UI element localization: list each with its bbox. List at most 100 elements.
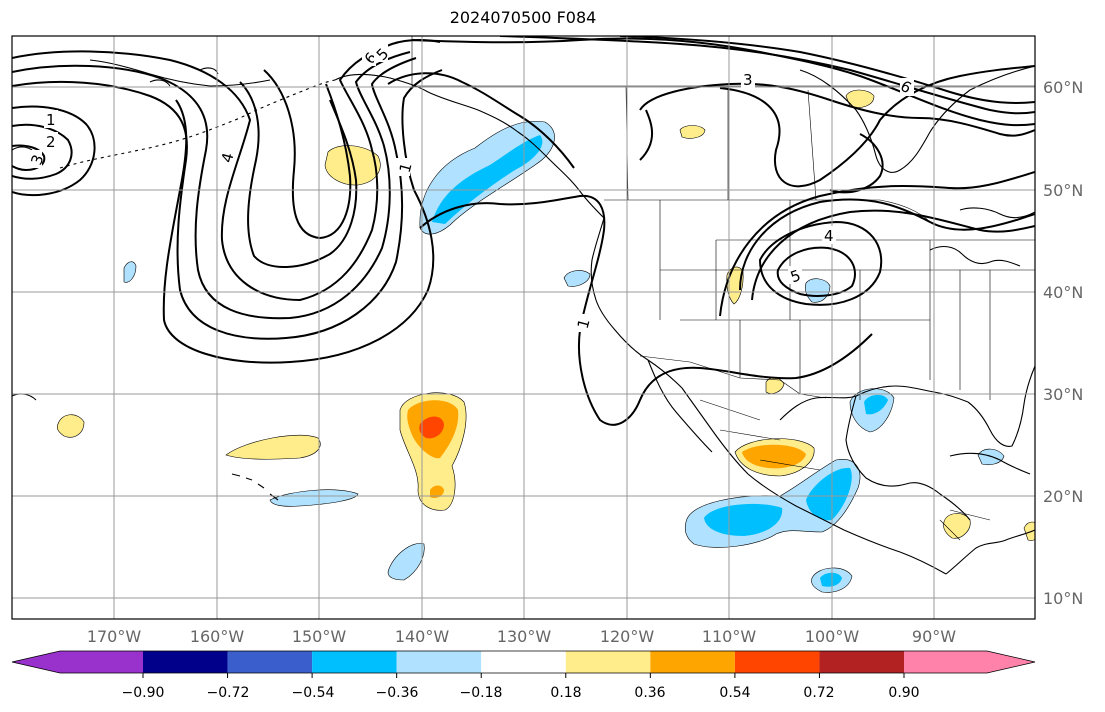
region-gulf-strong [864, 394, 888, 415]
border-alaska-canada [411, 36, 470, 87]
contour-trough-1 [12, 39, 441, 302]
colorbar-ticks [142, 673, 905, 678]
contour-trough-4 [162, 69, 443, 364]
colorbar-tick-label: −0.90 [122, 685, 165, 701]
lat-label: 20°N [1043, 487, 1083, 506]
map-frame [11, 35, 1036, 620]
coast-us-west [590, 217, 683, 389]
contour-trough-6 [263, 69, 352, 240]
lon-label: 110°W [702, 627, 757, 646]
region-small-pos-west [56, 414, 85, 438]
colorbar-outline [11, 650, 1036, 674]
border-us-canada [604, 199, 931, 223]
colorbar-tick-label: −0.36 [376, 685, 419, 701]
contour-label: 1 [396, 161, 416, 175]
region-subtropical-red [419, 416, 444, 439]
lon-label: 120°W [600, 627, 655, 646]
coast-aleutians [59, 79, 336, 169]
lon-label: 160°W [190, 627, 245, 646]
border-central-america [939, 509, 991, 541]
colorbar-segment [227, 651, 313, 673]
border-us-states [659, 200, 1035, 400]
colorbar-tick-label: −0.54 [292, 685, 335, 701]
lon-label: 100°W [805, 627, 860, 646]
colorbar-tick-label: −0.72 [207, 685, 250, 701]
colorbar-segment [396, 651, 482, 673]
contour-label: 2 [46, 133, 56, 151]
region-south-neg [387, 543, 425, 581]
coast-east-canada [959, 207, 1035, 219]
region-honduras-pos [943, 513, 971, 539]
region-subtropical-orange-2 [430, 485, 444, 499]
lat-label: 30°N [1043, 385, 1083, 404]
contour-ridge-1 [419, 194, 873, 426]
contour-label: 3 [743, 71, 753, 89]
contour-trough-5 [239, 81, 358, 268]
region-caribbean-neg [977, 448, 1005, 466]
region-south-mex-strong [820, 572, 842, 587]
colorbar-segments [11, 650, 1036, 674]
coast-baja [647, 359, 713, 453]
latitude-labels: 60°N 50°N 40°N 30°N 20°N 10°N [1043, 78, 1083, 608]
region-epac-strong-2 [806, 467, 852, 521]
contour-trough-3 [12, 57, 417, 340]
region-far-east-pos [1023, 521, 1035, 541]
contours [12, 36, 1035, 426]
lon-label: 130°W [497, 627, 552, 646]
coast-florida [967, 365, 1035, 447]
lat-label: 60°N [1043, 78, 1083, 97]
colorbar-segment [312, 651, 397, 673]
coast-mexico-west [681, 387, 947, 575]
coast-bering [89, 59, 271, 87]
colorbar-tick-label: −0.18 [460, 685, 503, 701]
contour-north-1 [639, 82, 1035, 137]
contour-north-6 [619, 36, 1035, 104]
lon-label: 150°W [292, 627, 347, 646]
lat-label: 40°N [1043, 283, 1083, 302]
contour-label: 4 [218, 151, 238, 165]
colorbar-segment [819, 651, 904, 673]
contour-label: 1 [574, 317, 594, 331]
coast-alaska [334, 73, 605, 219]
contour-north-5 [499, 36, 1035, 115]
longitude-labels: 170°W 160°W 150°W 140°W 130°W 120°W 110°… [87, 627, 956, 646]
region-small-pos-canada [679, 125, 706, 139]
lon-label: 90°W [912, 627, 956, 646]
border-mexico-states [699, 399, 821, 471]
contour-trough-2 [12, 51, 411, 320]
colorbar-tick-label: 0.90 [888, 685, 919, 701]
contour-label: 4 [824, 227, 834, 245]
contour-north-2 [639, 109, 653, 161]
coast-great-lakes [929, 245, 1021, 267]
region-hawaii-negative [269, 489, 359, 507]
contour-west-1 [12, 105, 96, 197]
contour-west-2 [12, 123, 73, 180]
colorbar-tick-label: 0.54 [719, 685, 750, 701]
lat-label: 50°N [1043, 181, 1083, 200]
border-us-mexico [639, 355, 827, 399]
colorbar-tick-labels: −0.90 −0.72 −0.54 −0.36 −0.18 0.18 0.36 … [122, 685, 920, 701]
colorbar: −0.90 −0.72 −0.54 −0.36 −0.18 0.18 0.36 … [11, 650, 1036, 701]
region-epac-strong-1 [704, 503, 783, 536]
contour-labels: 1 2 3 4 6 5 1 1 3 6 4 5 [27, 44, 915, 332]
coast-cuba [949, 452, 1031, 475]
colorbar-segment [650, 651, 735, 673]
coast-west-edge [12, 146, 33, 151]
colorbar-tick-label: 0.18 [550, 685, 581, 701]
colorbar-segment [904, 651, 1035, 673]
coast-gulf [779, 385, 969, 421]
colorbar-tick-label: 0.36 [634, 685, 665, 701]
contour-east-3 [739, 198, 1035, 291]
gridlines [12, 36, 1035, 619]
contour-east-2 [776, 246, 856, 297]
coast-central-america [945, 529, 1035, 575]
region-small-neg-ca [563, 270, 591, 287]
shaded-regions [56, 89, 1035, 593]
lat-label: 10°N [1043, 589, 1083, 608]
colorbar-segment [12, 651, 143, 673]
colorbar-tick-label: 0.72 [803, 685, 834, 701]
colorbar-segment [481, 651, 566, 673]
region-gulf-alaska-strong [432, 135, 543, 224]
colorbar-segment [565, 651, 651, 673]
